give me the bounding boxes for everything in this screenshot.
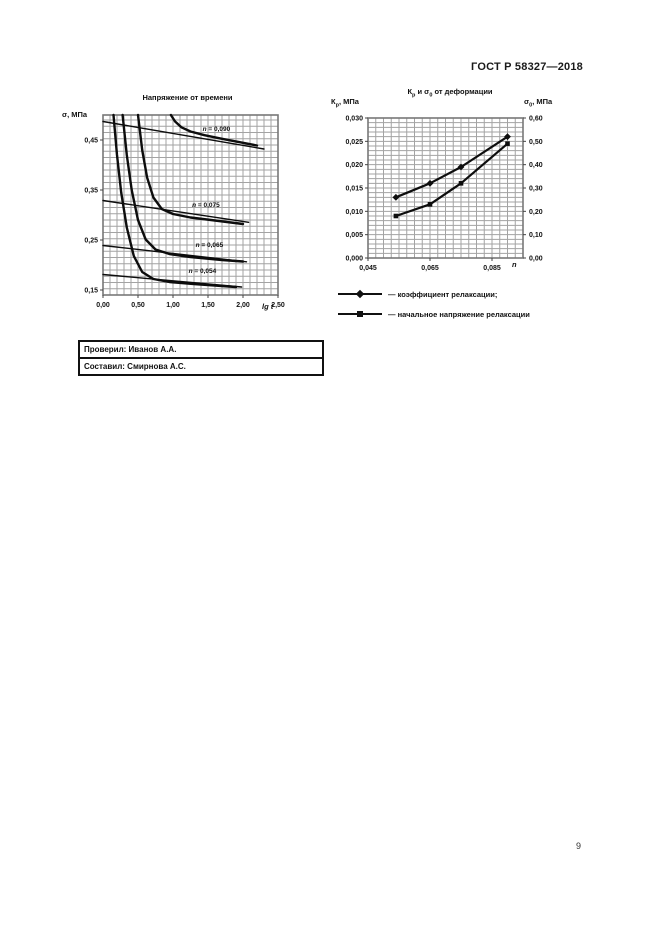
initial-stress-axis-label: σ0, МПа <box>524 97 553 109</box>
curve-annotation: n = 0,054 <box>189 268 217 275</box>
y-right-tick-label: 0,00 <box>529 256 543 263</box>
x-tick-label: 2,00 <box>236 302 250 309</box>
series-curve <box>102 120 265 150</box>
curve-annotation: n = 0,090 <box>203 126 231 133</box>
n-axis-label: n <box>512 260 517 269</box>
y-tick-label: 0,25 <box>84 238 98 245</box>
x-tick-label: 1,50 <box>201 302 215 309</box>
standard-number: ГОСТ Р 58327—2018 <box>471 61 583 73</box>
legend-label: — коэффициент релаксации; <box>388 289 498 299</box>
x-tick-label: 0,045 <box>359 265 377 272</box>
relaxation-chart-title: Кр и σ0 от деформации <box>407 87 493 99</box>
square-marker-icon <box>427 202 433 207</box>
y-right-tick-label: 0,60 <box>529 116 543 123</box>
lgt-axis-label: lg t <box>262 302 274 311</box>
y-tick-label: 0,000 <box>345 256 363 263</box>
square-marker-icon <box>505 141 510 146</box>
y-tick-label: 0,45 <box>84 138 98 145</box>
series-curve <box>112 113 238 289</box>
relaxation-chart: 0,045 0,065 0,085 0,030 0,025 0,020 0,015 0,010… <box>345 116 543 273</box>
curve-annotation: n = 0,075 <box>192 202 220 209</box>
x-tick-label: 1,00 <box>166 302 180 309</box>
y-tick-label: 0,030 <box>345 116 363 123</box>
diamond-marker-icon <box>355 289 365 299</box>
series-curve <box>169 113 259 147</box>
y-right-tick-label: 0,50 <box>529 139 543 146</box>
square-marker-icon <box>393 213 399 219</box>
legend-line <box>338 289 382 299</box>
relaxation-coefficient-axis-label: Кр, МПа <box>331 97 359 109</box>
legend-line <box>338 311 382 317</box>
y-right-tick-label: 0,40 <box>529 162 543 169</box>
y-right-tick-label: 0,20 <box>529 209 543 216</box>
stress-axis-label: σ, МПа <box>62 110 88 119</box>
checked-by-row: Проверил: Иванов А.А. <box>84 345 177 354</box>
curve-annotation: n = 0,065 <box>196 242 224 249</box>
series-curve <box>121 113 245 263</box>
y-tick-label: 0,010 <box>345 209 363 216</box>
plot-border <box>102 114 279 296</box>
x-tick-label: 0,065 <box>421 265 439 272</box>
signature-table: Проверил: Иванов А.А. Составил: Смирнова… <box>78 340 324 376</box>
x-tick-label: 2,50 <box>271 302 285 309</box>
legend-label: — начальное напряжение релаксации <box>388 309 530 319</box>
y-right-tick-label: 0,30 <box>529 186 543 193</box>
y-tick-label: 0,015 <box>345 186 363 193</box>
y-tick-label: 0,020 <box>345 162 363 169</box>
page-number: 9 <box>575 841 581 851</box>
y-tick-label: 0,15 <box>84 288 98 295</box>
square-marker-icon <box>357 311 363 317</box>
series-diamond <box>394 135 509 199</box>
square-marker-icon <box>458 181 464 186</box>
legend-item-initial-stress: — начальное напряжение релаксации <box>338 308 530 320</box>
series-curve <box>102 273 243 288</box>
y-tick-label: 0,025 <box>345 139 363 146</box>
series-curve <box>102 244 248 263</box>
chart-legend: — коэффициент релаксации; — начальное на… <box>338 288 530 328</box>
diamond-marker-icon <box>392 193 400 201</box>
stress-time-chart: 0,00 0,50 1,00 1,50 2,00 2,50 0,45 0,35 0,25 0,15… <box>84 113 285 309</box>
series-curve <box>102 199 250 223</box>
compiled-by-row: Составил: Смирнова А.С. <box>80 357 322 374</box>
series-square <box>394 142 509 218</box>
y-tick-label: 0,35 <box>84 188 98 195</box>
stress-time-chart-title: Напряжение от времени <box>142 93 233 102</box>
y-right-tick-label: 0,10 <box>529 232 543 239</box>
y-tick-label: 0,005 <box>345 232 363 239</box>
x-tick-label: 0,50 <box>131 302 145 309</box>
x-tick-label: 0,00 <box>96 302 110 309</box>
x-tick-label: 0,085 <box>483 265 501 272</box>
legend-item-relaxation-coefficient: — коэффициент релаксации; <box>338 288 530 300</box>
